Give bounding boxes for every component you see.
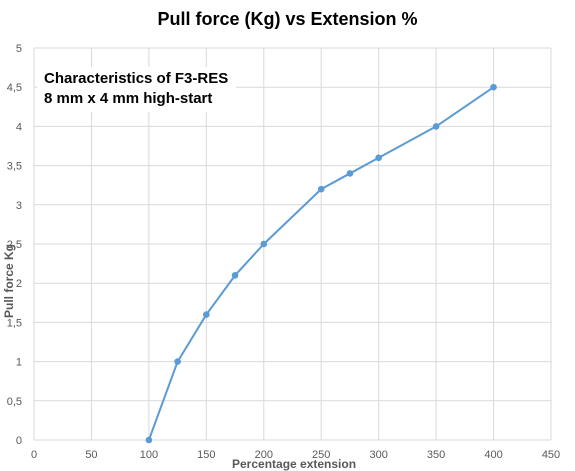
data-point: [203, 311, 210, 318]
y-tick-label: 3: [16, 200, 22, 212]
y-tick-labels: 0 0,5 1 1,5 2 2,5 3 3,5 4 4,5 5: [7, 43, 22, 447]
data-point: [317, 185, 325, 193]
y-tick-label: 3,5: [7, 161, 22, 173]
y-tick-label: 1: [16, 357, 22, 369]
y-tick-label: 0,5: [7, 396, 22, 408]
chart-title: Pull force (Kg) vs Extension %: [157, 9, 418, 29]
x-tick-label: 250: [312, 449, 330, 461]
x-tick-label: 300: [369, 449, 387, 461]
annotation-line-1: Characteristics of F3-RES: [44, 70, 229, 87]
y-tick-label: 1,5: [7, 317, 22, 329]
data-point: [145, 436, 153, 444]
x-tick-label: 450: [542, 449, 560, 461]
x-tick-label: 150: [197, 449, 215, 461]
data-point: [490, 83, 497, 91]
series-group: [145, 83, 497, 444]
data-point: [346, 170, 354, 177]
x-tick-label: 400: [484, 449, 502, 461]
data-point: [432, 123, 440, 130]
chart-annotation-box: Characteristics of F3-RES 8 mm x 4 mm hi…: [37, 67, 237, 112]
y-tick-label: 2,5: [7, 239, 22, 251]
data-point: [260, 240, 268, 248]
y-axis-label: Pull force Kg: [2, 243, 16, 318]
x-tick-label: 0: [31, 449, 37, 461]
grid-lines: [33, 47, 552, 441]
data-point: [375, 154, 382, 162]
x-tick-label: 200: [255, 449, 273, 461]
x-tick-label: 100: [140, 449, 158, 461]
y-tick-label: 4: [16, 121, 22, 133]
y-tick-label: 4,5: [7, 82, 22, 94]
annotation-line-2: 8 mm x 4 mm high-start: [44, 90, 213, 107]
x-axis-label: Percentage extension: [232, 457, 357, 471]
x-tick-label: 50: [85, 449, 97, 461]
y-tick-label: 2: [16, 278, 22, 290]
data-point: [174, 358, 181, 365]
data-point: [231, 272, 239, 279]
x-tick-labels: 0 50 100 150 200 250 300 350 400 450: [31, 449, 560, 461]
x-tick-label: 350: [427, 449, 445, 461]
y-tick-label: 0: [16, 435, 22, 447]
y-tick-label: 5: [16, 43, 22, 55]
series-line: [147, 86, 495, 441]
